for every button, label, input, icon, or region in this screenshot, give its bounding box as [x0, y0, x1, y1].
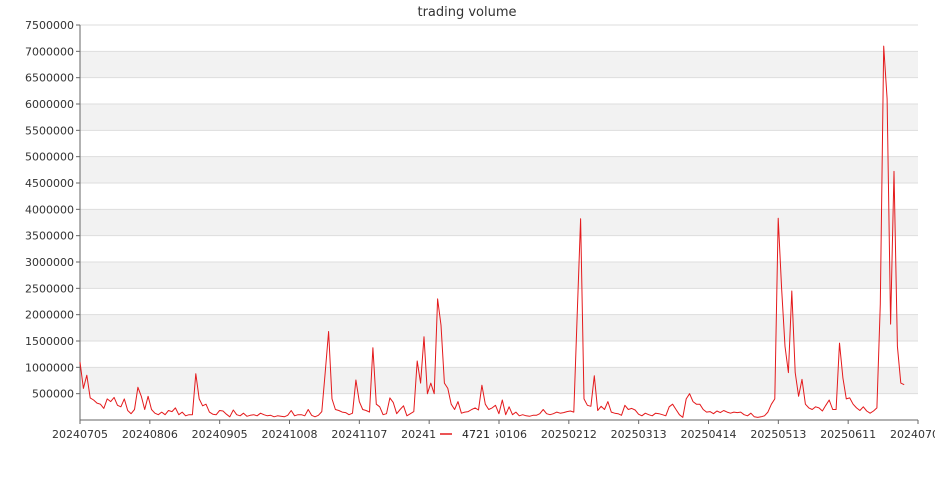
y-tick-label: 6000000 — [25, 98, 74, 111]
y-tick-label: 7000000 — [25, 45, 74, 58]
grid-band — [80, 51, 918, 78]
x-tick-label: 20250611 — [820, 428, 876, 441]
plot-area — [79, 45, 905, 418]
x-tick-label: 20241107 — [331, 428, 387, 441]
y-tick-label: 4000000 — [25, 203, 74, 216]
legend-box — [436, 425, 496, 441]
x-tick-label: 20250212 — [541, 428, 597, 441]
y-tick-label: 2000000 — [25, 309, 74, 322]
legend: 4721 — [436, 425, 496, 441]
y-tick-label: 6500000 — [25, 72, 74, 85]
legend-label: 4721 — [462, 428, 490, 441]
y-tick-label: 7500000 — [25, 19, 74, 32]
chart-title: trading volume — [417, 5, 516, 20]
x-tick-label: 20250313 — [611, 428, 667, 441]
grid-band — [80, 156, 918, 183]
y-tick-label: 4500000 — [25, 177, 74, 190]
grid-band — [80, 209, 918, 236]
x-tick-label: 20240806 — [122, 428, 178, 441]
y-tick-label: 1500000 — [25, 335, 74, 348]
y-tick-label: 5500000 — [25, 124, 74, 137]
x-tick-label: 20240705 — [890, 428, 935, 441]
y-tick-label: 3500000 — [25, 230, 74, 243]
y-tick-label: 5000000 — [25, 151, 74, 164]
x-tick-label: 20240905 — [192, 428, 248, 441]
y-tick-label: 1000000 — [25, 361, 74, 374]
y-tick-label: 2500000 — [25, 282, 74, 295]
grid-band — [80, 314, 918, 341]
x-tick-label: 20250513 — [750, 428, 806, 441]
x-tick-label: 20241008 — [262, 428, 318, 441]
series-line — [79, 45, 905, 418]
grid-lines — [80, 24, 918, 421]
y-axis: 500000 1000000 1500000 2000000 2500000 300000… — [25, 19, 81, 420]
grid-bands — [80, 51, 918, 394]
x-tick-label: 20250414 — [681, 428, 737, 441]
grid-band — [80, 367, 918, 394]
y-tick-label: 3000000 — [25, 256, 74, 269]
x-tick-label: 20240705 — [52, 428, 108, 441]
y-tick-label: 500000 — [32, 388, 74, 401]
grid-band — [80, 104, 918, 131]
grid-band — [80, 262, 918, 289]
